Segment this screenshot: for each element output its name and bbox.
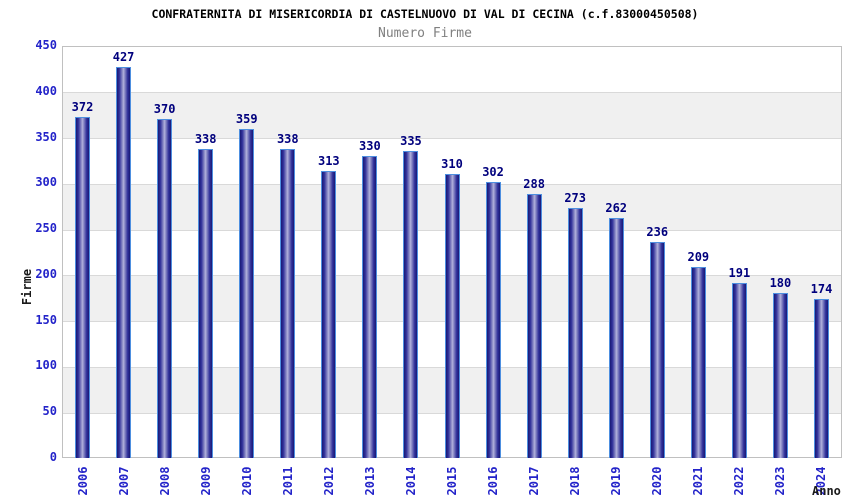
grid-band xyxy=(63,92,841,139)
bar xyxy=(690,266,706,458)
bar xyxy=(280,148,296,458)
bar-value-label: 209 xyxy=(687,249,710,264)
bar xyxy=(239,129,255,458)
x-tick-label: 2010 xyxy=(239,466,254,496)
bar xyxy=(485,181,501,458)
y-tick-label: 300 xyxy=(35,175,57,190)
bar xyxy=(157,119,173,458)
x-tick-label: 2013 xyxy=(362,466,377,496)
y-tick-label: 150 xyxy=(35,312,57,327)
bar xyxy=(649,241,665,458)
bar-value-label: 262 xyxy=(605,201,628,216)
bar-value-label: 359 xyxy=(235,112,258,127)
x-tick-label: 2009 xyxy=(198,466,213,496)
y-gridline xyxy=(63,92,841,94)
bar-value-label: 288 xyxy=(523,177,545,192)
y-tick-label: 100 xyxy=(35,358,57,373)
bar-value-label: 174 xyxy=(810,281,833,296)
bar xyxy=(731,283,747,458)
y-tick-label: 350 xyxy=(35,129,57,144)
y-tick-label: 400 xyxy=(35,83,57,98)
bar xyxy=(362,155,378,458)
x-tick-label: 2016 xyxy=(486,466,501,496)
y-tick-label: 0 xyxy=(49,450,57,464)
bar xyxy=(608,218,624,458)
y-gridline xyxy=(63,138,841,140)
y-tick-label: 250 xyxy=(35,221,57,236)
bar-value-label: 370 xyxy=(153,102,176,117)
bar-value-label: 180 xyxy=(769,276,792,291)
y-tick-label: 50 xyxy=(42,404,57,419)
x-axis-title: Anno xyxy=(812,484,841,498)
bar-value-label: 302 xyxy=(482,164,504,179)
x-tick-label: 2011 xyxy=(280,466,295,496)
x-tick-label: 2007 xyxy=(116,466,131,496)
bar xyxy=(116,67,132,458)
chart-title: CONFRATERNITA DI MISERICORDIA DI CASTELN… xyxy=(151,7,699,21)
bar-value-label: 191 xyxy=(728,266,751,281)
bar xyxy=(526,194,542,458)
bar-value-label: 338 xyxy=(194,131,217,146)
x-tick-label: 2023 xyxy=(773,466,788,496)
x-tick-label: 2017 xyxy=(527,466,542,496)
bar-value-label: 236 xyxy=(646,224,669,239)
x-tick-label: 2021 xyxy=(691,466,706,496)
bar-value-label: 273 xyxy=(564,191,586,206)
x-tick-label: 2015 xyxy=(445,466,459,496)
bar xyxy=(75,117,91,458)
bar-value-label: 330 xyxy=(359,138,381,153)
plot-area: Firme xyxy=(20,46,842,458)
x-tick-label: 2020 xyxy=(650,466,665,496)
bar-value-label: 372 xyxy=(71,100,94,115)
bar-value-label: 427 xyxy=(112,50,135,65)
bar xyxy=(403,151,419,458)
bar-value-label: 335 xyxy=(400,134,422,149)
bar-value-label: 310 xyxy=(441,157,463,172)
bar xyxy=(321,171,337,458)
x-tick-label: 2018 xyxy=(568,466,583,496)
bar xyxy=(813,298,829,458)
bar xyxy=(444,174,460,458)
x-tick-label: 2019 xyxy=(609,466,624,496)
y-tick-label: 450 xyxy=(35,38,57,52)
x-tick-label: 2014 xyxy=(403,466,418,496)
bar xyxy=(198,148,214,458)
x-tick-label: 2012 xyxy=(321,466,336,496)
x-tick-label: 2008 xyxy=(157,466,172,496)
bar-value-label: 338 xyxy=(276,131,299,146)
y-tick-label: 200 xyxy=(35,266,57,281)
x-tick-label: 2006 xyxy=(75,466,90,496)
chart-subtitle: Numero Firme xyxy=(378,26,472,41)
bar xyxy=(567,208,583,458)
bar-value-label: 313 xyxy=(317,154,340,169)
bar xyxy=(772,293,788,458)
x-tick-label: 2022 xyxy=(732,466,747,496)
